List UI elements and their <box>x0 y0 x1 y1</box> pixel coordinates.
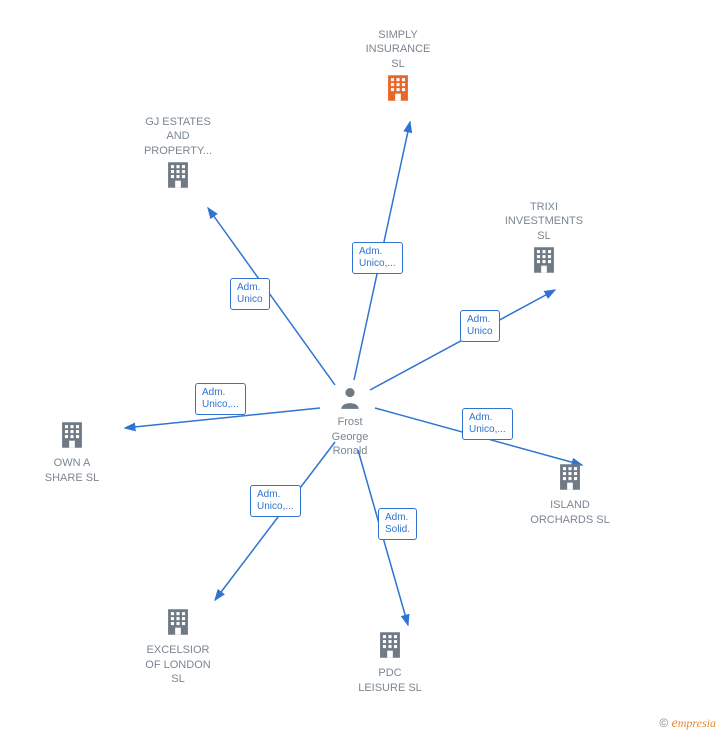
company-node-excelsior[interactable]: EXCELSIOROF LONDONSL <box>118 605 238 686</box>
building-icon <box>161 183 195 195</box>
company-label: ISLANDORCHARDS SL <box>510 498 630 527</box>
company-label: TRIXIINVESTMENTSSL <box>484 200 604 243</box>
building-icon <box>381 96 415 108</box>
company-label: PDCLEISURE SL <box>330 666 450 695</box>
company-label: SIMPLYINSURANCESL <box>338 28 458 71</box>
edge-label-own: Adm.Unico,... <box>195 383 246 415</box>
edge-label-island: Adm.Unico,... <box>462 408 513 440</box>
edge-label-pdc: Adm.Solid. <box>378 508 417 540</box>
company-node-island[interactable]: ISLANDORCHARDS SL <box>510 460 630 527</box>
company-node-pdc[interactable]: PDCLEISURE SL <box>330 628 450 695</box>
company-label: EXCELSIOROF LONDONSL <box>118 643 238 686</box>
company-node-own[interactable]: OWN ASHARE SL <box>12 418 132 485</box>
company-node-simply[interactable]: SIMPLYINSURANCESL <box>338 28 458 109</box>
edge-label-gj: Adm.Unico <box>230 278 270 310</box>
edge-label-simply: Adm.Unico,... <box>352 242 403 274</box>
attribution: © empresia <box>659 716 716 732</box>
center-person-node[interactable]: FrostGeorgeRonald <box>310 385 390 458</box>
company-node-trixi[interactable]: TRIXIINVESTMENTSSL <box>484 200 604 281</box>
building-icon <box>527 268 561 280</box>
building-icon <box>553 485 587 497</box>
building-icon <box>373 653 407 665</box>
company-node-gj[interactable]: GJ ESTATESANDPROPERTY... <box>118 115 238 196</box>
edge-line-gj <box>208 208 335 385</box>
brand-rest: mpresia <box>678 716 716 730</box>
center-label: FrostGeorgeRonald <box>310 415 390 458</box>
edge-label-excelsior: Adm.Unico,... <box>250 485 301 517</box>
building-icon <box>55 443 89 455</box>
person-icon <box>337 402 363 414</box>
company-label: GJ ESTATESANDPROPERTY... <box>118 115 238 158</box>
edge-label-trixi: Adm.Unico <box>460 310 500 342</box>
edge-line-excelsior <box>215 442 335 600</box>
copyright-symbol: © <box>659 716 668 730</box>
company-label: OWN ASHARE SL <box>12 456 132 485</box>
building-icon <box>161 630 195 642</box>
